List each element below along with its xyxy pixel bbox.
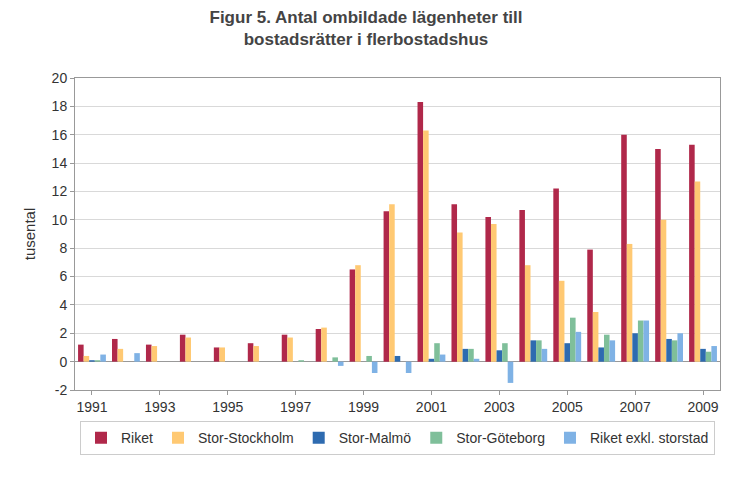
svg-text:10: 10 — [52, 212, 68, 228]
svg-text:Riket exkl. storstad: Riket exkl. storstad — [590, 430, 708, 446]
svg-text:Stor-Malmö: Stor-Malmö — [339, 430, 412, 446]
svg-text:16: 16 — [52, 127, 68, 143]
svg-text:14: 14 — [52, 155, 68, 171]
svg-text:0: 0 — [59, 354, 67, 370]
svg-text:8: 8 — [59, 240, 67, 256]
svg-text:Figur 5. Antal ombildade lägen: Figur 5. Antal ombildade lägenheter till… — [210, 8, 523, 49]
svg-text:2: 2 — [59, 325, 67, 341]
svg-text:2003: 2003 — [484, 399, 515, 415]
svg-text:1995: 1995 — [212, 399, 243, 415]
svg-text:2001: 2001 — [416, 399, 447, 415]
svg-text:4: 4 — [59, 297, 67, 313]
svg-text:1997: 1997 — [280, 399, 311, 415]
svg-text:20: 20 — [52, 70, 68, 86]
svg-text:2009: 2009 — [687, 399, 718, 415]
svg-text:Stor-Göteborg: Stor-Göteborg — [456, 430, 545, 446]
svg-text:12: 12 — [52, 183, 68, 199]
svg-text:2005: 2005 — [552, 399, 583, 415]
svg-text:18: 18 — [52, 98, 68, 114]
svg-text:Riket: Riket — [121, 430, 153, 446]
svg-text:tusental: tusental — [21, 208, 38, 261]
svg-text:Stor-Stockholm: Stor-Stockholm — [198, 430, 294, 446]
svg-text:6: 6 — [59, 268, 67, 284]
svg-text:2007: 2007 — [620, 399, 651, 415]
svg-text:1993: 1993 — [144, 399, 175, 415]
svg-text:-2: -2 — [55, 382, 68, 398]
svg-text:1991: 1991 — [76, 399, 107, 415]
svg-text:1999: 1999 — [348, 399, 379, 415]
